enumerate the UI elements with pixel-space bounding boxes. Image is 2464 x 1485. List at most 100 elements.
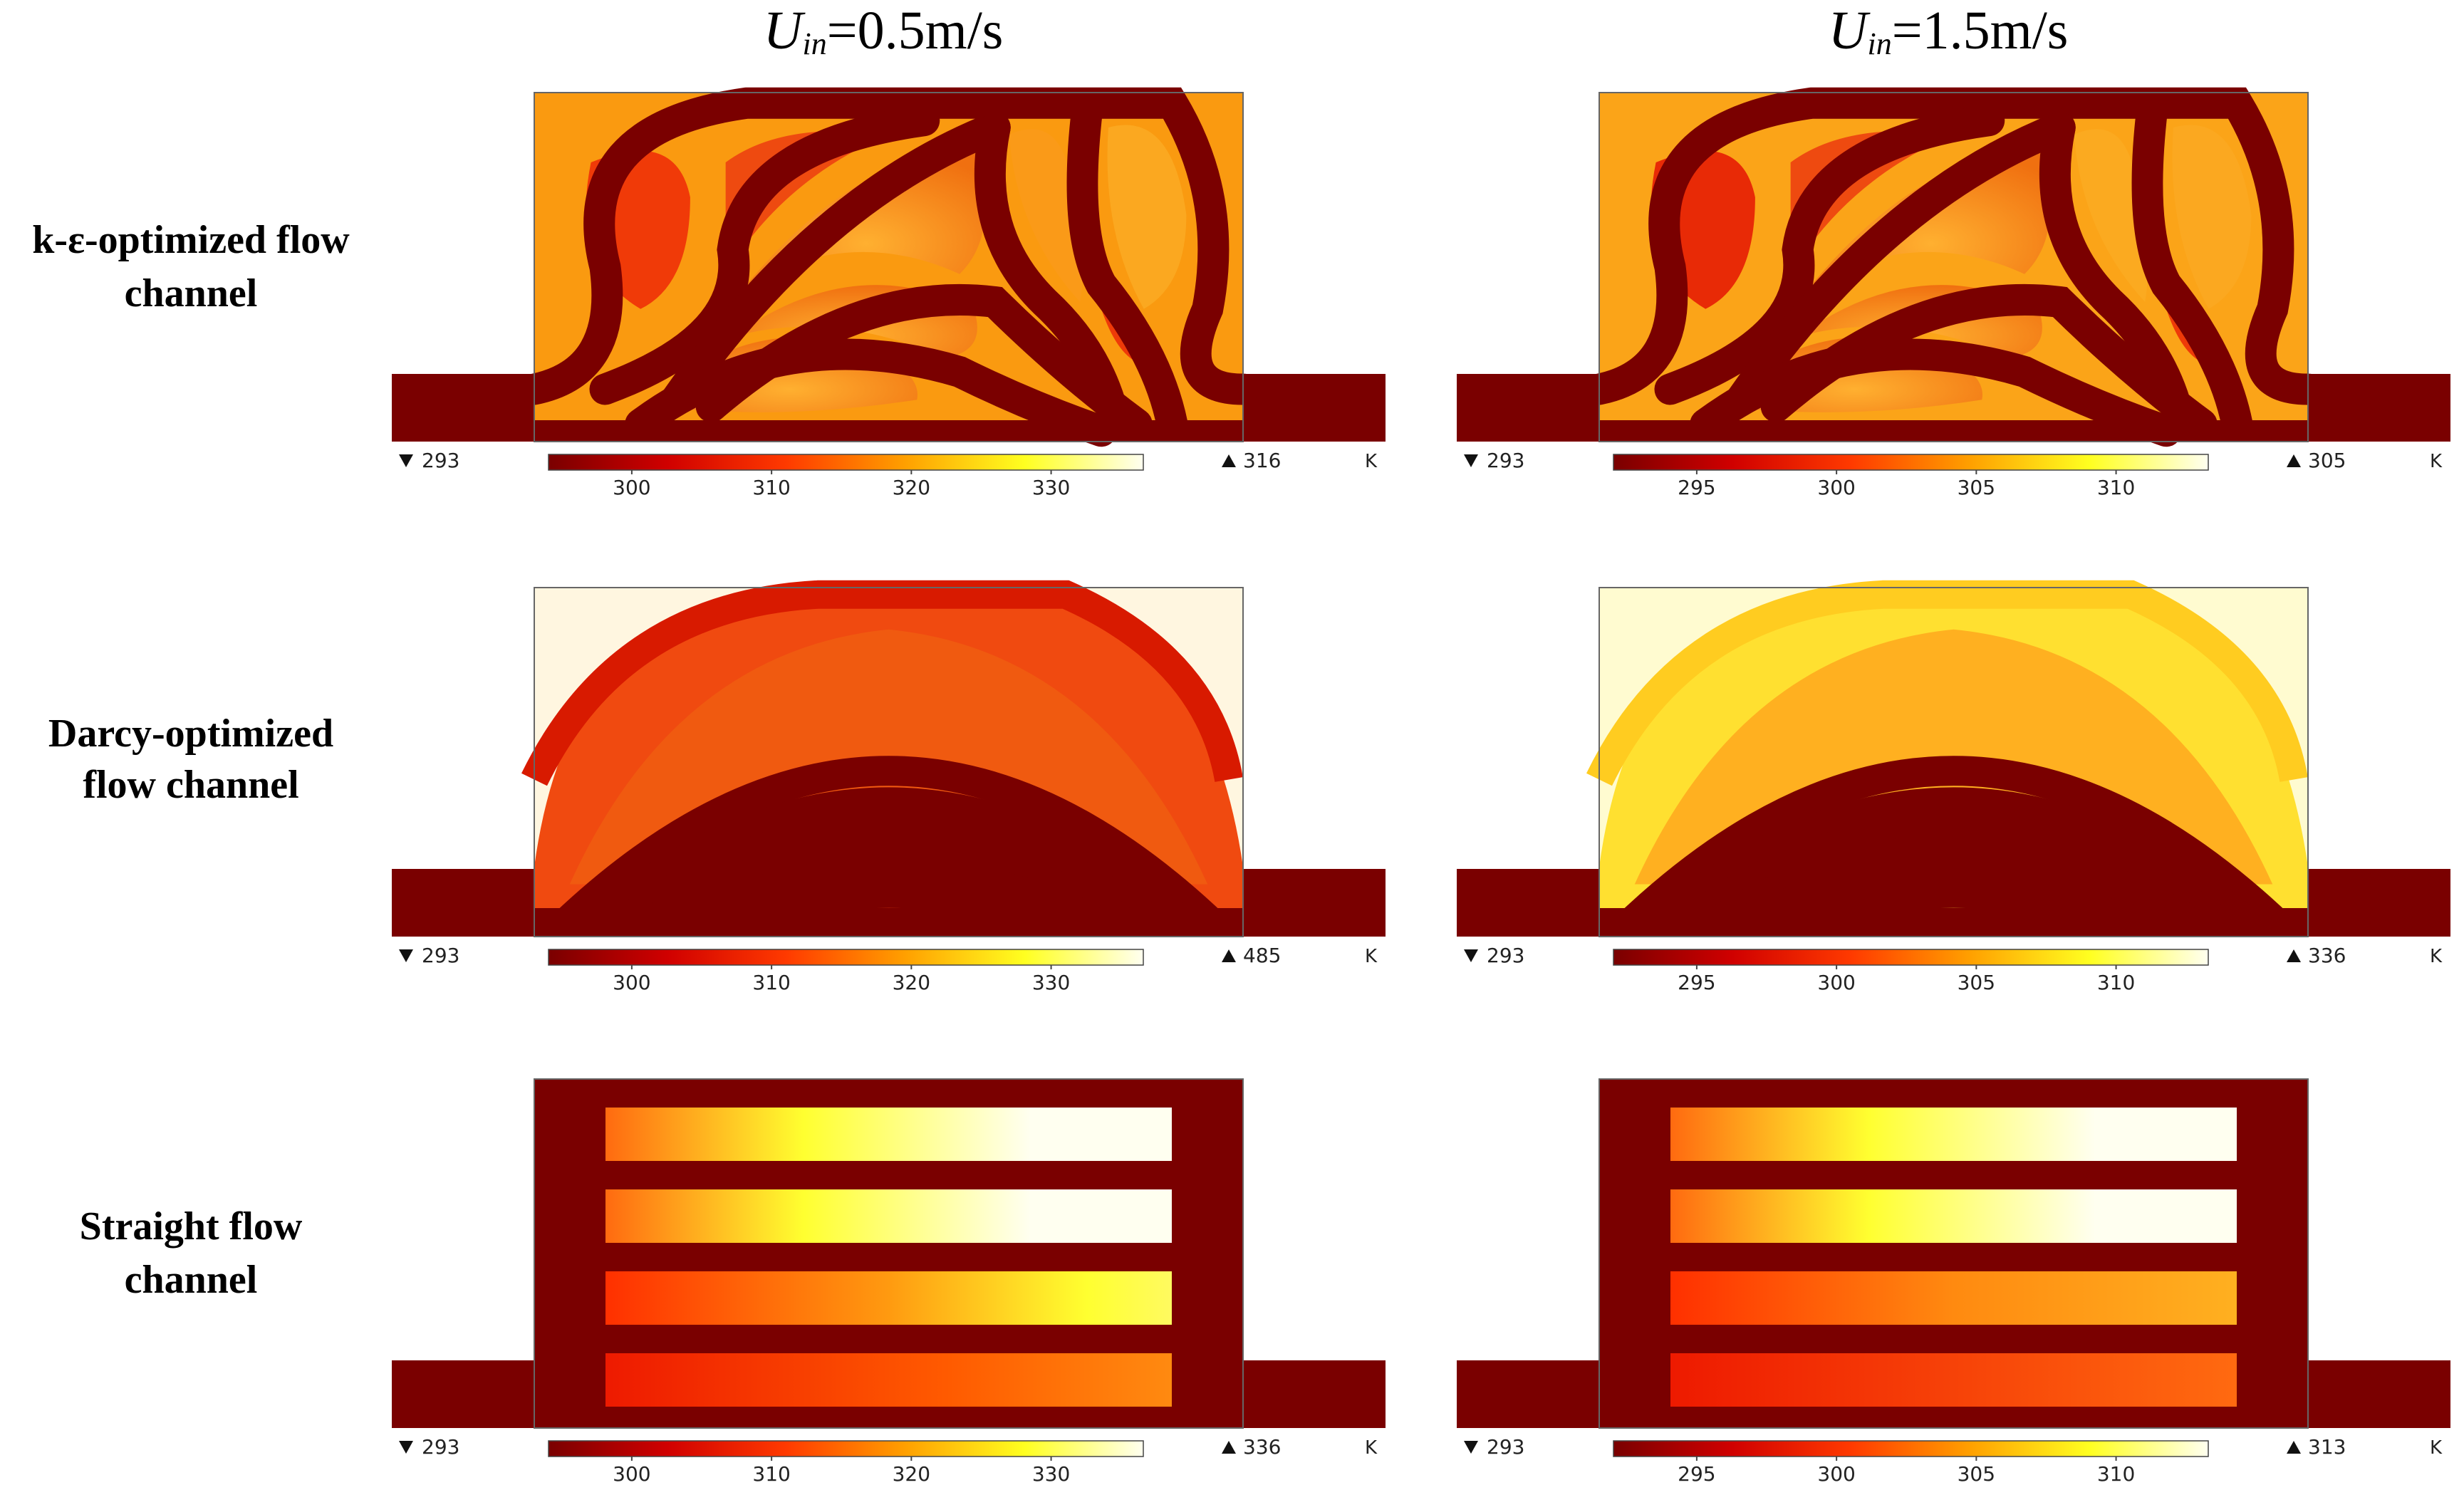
simulation-panel: 293 313 K 295 300 305 310 [1457, 1078, 2450, 1485]
min-marker-icon [1464, 949, 1478, 962]
channel-bar [605, 1108, 1172, 1161]
channel-bar [605, 1353, 1172, 1407]
cooling-channel [588, 787, 1189, 931]
channel-bar [1670, 1271, 2237, 1325]
tick-label: 310 [752, 1462, 790, 1485]
tick-label: 305 [1958, 971, 1995, 994]
simulation-panel: 293 336 K 300 310 320 330 [392, 1078, 1386, 1485]
cooling-channel [974, 112, 1131, 440]
tick-label: 300 [1817, 971, 1855, 994]
bottom-channel [534, 420, 1243, 442]
cooling-channel [1683, 811, 2225, 932]
inlet-channel [392, 374, 534, 442]
fluid-cell [2172, 125, 2252, 309]
max-marker-icon [2287, 1441, 2301, 1454]
unit-label: K [1365, 1437, 1378, 1459]
cooling-channel [1653, 787, 2254, 931]
min-marker-icon [1464, 454, 1478, 467]
bottom-channel [1599, 420, 2308, 442]
channel-bar [1670, 1108, 2237, 1161]
tick-label: 310 [2097, 971, 2135, 994]
outlet-channel [1243, 869, 1386, 937]
tick-label: 330 [1032, 1462, 1070, 1485]
tick-label: 300 [613, 971, 650, 994]
cooling-channel [2131, 94, 2253, 440]
tick-label: 305 [1958, 1462, 1995, 1485]
unit-label: K [2430, 451, 2443, 472]
min-value: 293 [422, 449, 459, 472]
body-outline [534, 92, 1244, 442]
cooling-channel [1725, 112, 2076, 416]
unit-label: K [1365, 451, 1378, 472]
channel-bar [605, 1189, 1172, 1243]
max-value: 316 [1243, 449, 1281, 472]
tick-label: 330 [1032, 971, 1070, 994]
row-label: Straight flow [80, 1204, 303, 1249]
colorbar [1613, 949, 2209, 966]
tick-label: 300 [613, 476, 650, 499]
max-value: 336 [2308, 944, 2346, 967]
cooling-channel [2039, 112, 2196, 440]
simulation-panel: 293 305 K 295 300 305 310 [1457, 87, 2450, 499]
max-marker-icon [1222, 1441, 1236, 1454]
bottom-channel [1599, 908, 2308, 937]
inlet-channel [1457, 1360, 1599, 1428]
colorbar [548, 454, 1144, 471]
tick-label: 295 [1678, 476, 1715, 499]
row-label: k-ε-optimized flow [32, 218, 350, 262]
tick-label: 320 [893, 971, 930, 994]
colorbar [1613, 454, 2209, 471]
row-label: Darcy-optimized [48, 712, 333, 756]
max-value: 485 [1243, 944, 1281, 967]
tick-label: 330 [1032, 476, 1070, 499]
min-value: 293 [422, 944, 459, 967]
figure-layer: Uin=0.5m/s Uin=1.5m/s k-ε-optimized flow ch… [32, 1, 2450, 1485]
inlet-channel [1457, 374, 1599, 442]
cooling-channel [1624, 756, 2283, 930]
min-marker-icon [399, 1441, 413, 1454]
tick-label: 320 [893, 476, 930, 499]
max-value: 336 [1243, 1435, 1281, 1459]
outlet-channel [2308, 374, 2450, 442]
colorbar [548, 949, 1144, 966]
max-marker-icon [1222, 454, 1236, 467]
max-marker-icon [2287, 454, 2301, 467]
min-value: 293 [1487, 449, 1524, 472]
column-title: Uin=1.5m/s [1829, 1, 2069, 61]
outlet-channel [2308, 1360, 2450, 1428]
inlet-channel [1457, 869, 1599, 937]
tick-label: 310 [752, 476, 790, 499]
tick-label: 300 [1817, 476, 1855, 499]
outlet-channel [1243, 1360, 1386, 1428]
row-label: channel [125, 271, 258, 316]
tick-label: 300 [1817, 1462, 1855, 1485]
unit-label: K [2430, 946, 2443, 967]
bottom-channel [534, 908, 1243, 937]
tick-label: 295 [1678, 971, 1715, 994]
cooling-channel [660, 112, 1011, 416]
cooling-channel [1584, 87, 2324, 405]
min-marker-icon [399, 454, 413, 467]
cooling-channel [589, 105, 940, 405]
inlet-channel [392, 1360, 534, 1428]
min-marker-icon [1464, 1441, 1478, 1454]
max-value: 305 [2308, 449, 2346, 472]
simulation-panel: 293 485 K 300 310 320 330 [392, 580, 1386, 994]
min-value: 293 [422, 1435, 459, 1459]
fluid-cell [2074, 129, 2148, 302]
fluid-cell [1107, 125, 1187, 309]
cooling-channel [559, 756, 1218, 930]
min-marker-icon [399, 949, 413, 962]
tick-label: 300 [613, 1462, 650, 1485]
outer-channel [1586, 580, 2308, 786]
min-value: 293 [1487, 944, 1524, 967]
cooling-channel [1772, 877, 2136, 934]
channel-bar [1670, 1189, 2237, 1243]
tick-label: 305 [1958, 476, 1995, 499]
channel-bar [1670, 1353, 2237, 1407]
tick-label: 295 [1678, 1462, 1715, 1485]
body-outline [1599, 92, 2309, 442]
tick-label: 310 [2097, 476, 2135, 499]
outlet-channel [1243, 374, 1386, 442]
